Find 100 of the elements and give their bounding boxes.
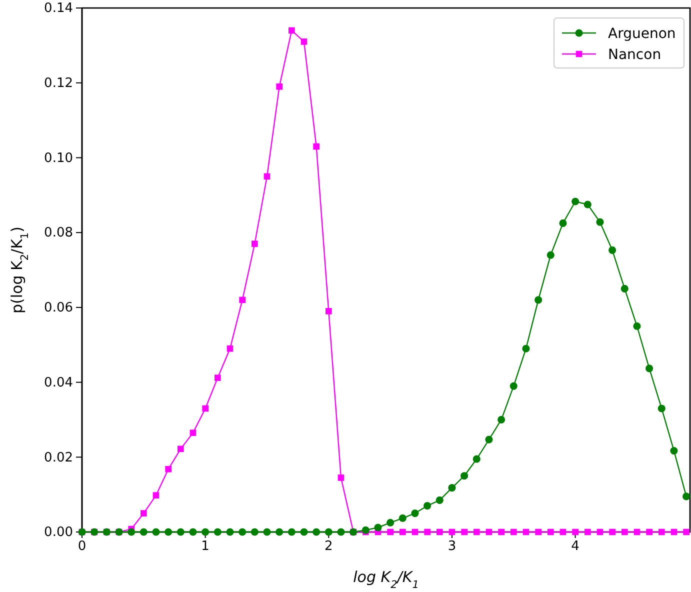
point xyxy=(646,528,652,536)
point xyxy=(498,416,506,424)
y-tick-label: 0.10 xyxy=(44,150,73,166)
x-tick-label: 1 xyxy=(201,539,210,554)
point xyxy=(128,528,136,536)
point xyxy=(559,219,567,227)
point xyxy=(276,528,284,536)
point xyxy=(276,83,282,90)
point xyxy=(472,455,480,463)
point xyxy=(670,447,678,455)
point xyxy=(362,526,370,534)
point xyxy=(461,528,468,536)
point xyxy=(658,528,665,536)
x-tick-label: 3 xyxy=(448,539,456,554)
x-tick-label: 0 xyxy=(78,539,86,554)
point xyxy=(646,364,654,372)
point xyxy=(424,528,430,536)
point xyxy=(300,528,308,536)
point xyxy=(226,345,234,352)
point xyxy=(325,308,332,314)
point xyxy=(239,296,246,304)
point xyxy=(164,528,172,536)
point xyxy=(682,492,690,500)
point xyxy=(485,436,493,444)
y-tick-label: 0.14 xyxy=(44,1,73,16)
point xyxy=(238,528,246,536)
point xyxy=(547,528,554,536)
point xyxy=(337,528,345,536)
point xyxy=(572,528,578,536)
point xyxy=(214,528,222,536)
point xyxy=(288,27,295,34)
point xyxy=(202,405,208,412)
legend-label: Arguenon xyxy=(608,26,676,42)
point xyxy=(596,218,604,226)
point xyxy=(486,528,492,536)
point xyxy=(264,173,270,180)
point xyxy=(436,496,444,504)
point xyxy=(412,528,418,536)
x-tick-label: 2 xyxy=(324,539,333,554)
point xyxy=(546,251,554,259)
point xyxy=(584,200,592,208)
point xyxy=(176,528,184,536)
point xyxy=(190,430,196,436)
point xyxy=(448,528,456,536)
point xyxy=(338,474,344,481)
point xyxy=(658,404,666,412)
point xyxy=(189,528,197,536)
point xyxy=(522,528,530,536)
point xyxy=(424,502,432,510)
y-tick-label: 0.00 xyxy=(44,525,73,540)
point xyxy=(214,374,221,381)
point xyxy=(522,344,530,352)
point xyxy=(534,296,542,304)
y-tick-label: 0.06 xyxy=(44,300,73,316)
y-tick-label: 0.02 xyxy=(44,450,73,466)
point xyxy=(460,472,468,480)
point xyxy=(473,528,480,536)
point xyxy=(387,528,394,536)
point xyxy=(386,518,394,526)
point xyxy=(560,528,566,536)
point xyxy=(683,528,690,536)
point xyxy=(178,446,184,452)
point xyxy=(140,510,147,516)
y-tick-label: 0.08 xyxy=(44,226,73,241)
point xyxy=(313,143,320,150)
point xyxy=(620,284,628,292)
point xyxy=(263,528,271,536)
legend-label: Nancon xyxy=(608,47,662,63)
point xyxy=(448,484,456,492)
point xyxy=(596,528,604,536)
point xyxy=(436,528,443,536)
point xyxy=(572,198,580,206)
x-axis-title: log K$_{2}$/K$_{1}$ xyxy=(353,568,419,591)
point xyxy=(251,240,258,247)
point xyxy=(250,528,258,536)
point xyxy=(609,528,616,536)
x-tick-label: 4 xyxy=(571,539,580,554)
point xyxy=(226,528,234,536)
point xyxy=(510,382,518,390)
y-tick-label: 0.04 xyxy=(44,375,73,390)
point xyxy=(300,38,308,45)
point xyxy=(202,528,210,536)
point xyxy=(510,528,517,536)
point xyxy=(411,510,419,518)
y-tick-label: 0.12 xyxy=(44,76,73,92)
point xyxy=(324,528,332,536)
point xyxy=(608,246,616,254)
point xyxy=(670,528,678,536)
point xyxy=(634,528,640,536)
point xyxy=(312,528,320,536)
point xyxy=(621,528,628,536)
point xyxy=(140,528,148,536)
point xyxy=(398,514,406,522)
point xyxy=(584,528,591,536)
point xyxy=(165,466,172,472)
point xyxy=(535,528,542,536)
point xyxy=(633,322,641,330)
point xyxy=(288,528,296,536)
point xyxy=(152,528,160,536)
point xyxy=(399,528,406,536)
